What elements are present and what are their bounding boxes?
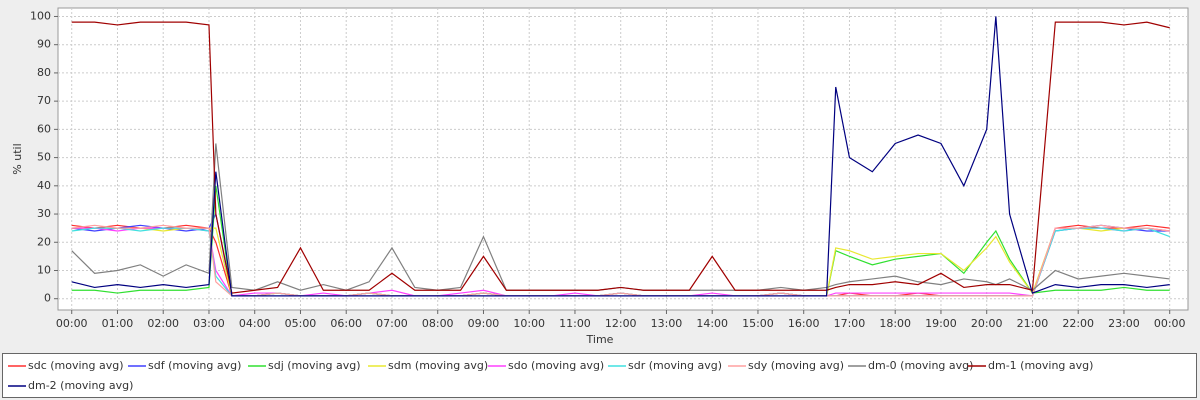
x-tick-label: 04:00	[239, 317, 271, 330]
y-tick-label: 90	[37, 38, 51, 51]
legend-label: dm-2 (moving avg)	[28, 379, 133, 392]
x-tick-label: 10:00	[513, 317, 545, 330]
legend-label: sdy (moving avg)	[748, 359, 844, 372]
legend-box	[2, 353, 1197, 398]
plot-area	[57, 7, 1189, 311]
x-tick-label: 18:00	[879, 317, 911, 330]
legend-label: sdc (moving avg)	[28, 359, 124, 372]
y-tick-label: 100	[30, 9, 51, 22]
y-tick-label: 50	[37, 151, 51, 164]
x-tick-label: 15:00	[742, 317, 774, 330]
x-axis-label: Time	[586, 333, 614, 346]
x-tick-label: 19:00	[925, 317, 957, 330]
x-tick-label: 23:00	[1108, 317, 1140, 330]
legend-label: sdf (moving avg)	[148, 359, 241, 372]
series-line	[71, 16, 1170, 297]
x-tick-label: 06:00	[330, 317, 362, 330]
x-tick-label: 22:00	[1062, 317, 1094, 330]
y-tick-label: 60	[37, 122, 51, 135]
x-tick-label: 13:00	[651, 317, 683, 330]
series-line	[71, 21, 1170, 294]
legend-label: dm-1 (moving avg)	[988, 359, 1093, 372]
x-tick-label: 16:00	[788, 317, 820, 330]
x-tick-label: 12:00	[605, 317, 637, 330]
legend-label: sdo (moving avg)	[508, 359, 604, 372]
y-tick-label: 10	[37, 263, 51, 276]
y-tick-label: 80	[37, 66, 51, 79]
x-tick-label: 08:00	[422, 317, 454, 330]
y-tick-label: 30	[37, 207, 51, 220]
y-tick-label: 0	[44, 292, 51, 305]
x-tick-label: 21:00	[1017, 317, 1049, 330]
x-tick-label: 05:00	[285, 317, 317, 330]
x-tick-label: 02:00	[147, 317, 179, 330]
x-tick-label: 20:00	[971, 317, 1003, 330]
legend-label: dm-0 (moving avg)	[868, 359, 973, 372]
legend-label: sdr (moving avg)	[628, 359, 722, 372]
legend-label: sdj (moving avg)	[268, 359, 361, 372]
y-axis-label: % util	[11, 143, 24, 174]
x-tick-label: 14:00	[696, 317, 728, 330]
x-tick-label: 03:00	[193, 317, 225, 330]
x-tick-label: 07:00	[376, 317, 408, 330]
y-tick-label: 40	[37, 179, 51, 192]
x-tick-label: 17:00	[834, 317, 866, 330]
x-tick-label: 00:00	[1154, 317, 1186, 330]
x-tick-label: 00:00	[56, 317, 88, 330]
legend-label: sdm (moving avg)	[388, 359, 488, 372]
x-tick-label: 01:00	[102, 317, 134, 330]
y-tick-label: 20	[37, 235, 51, 248]
x-tick-label: 11:00	[559, 317, 591, 330]
x-tick-label: 09:00	[468, 317, 500, 330]
y-tick-label: 70	[37, 94, 51, 107]
